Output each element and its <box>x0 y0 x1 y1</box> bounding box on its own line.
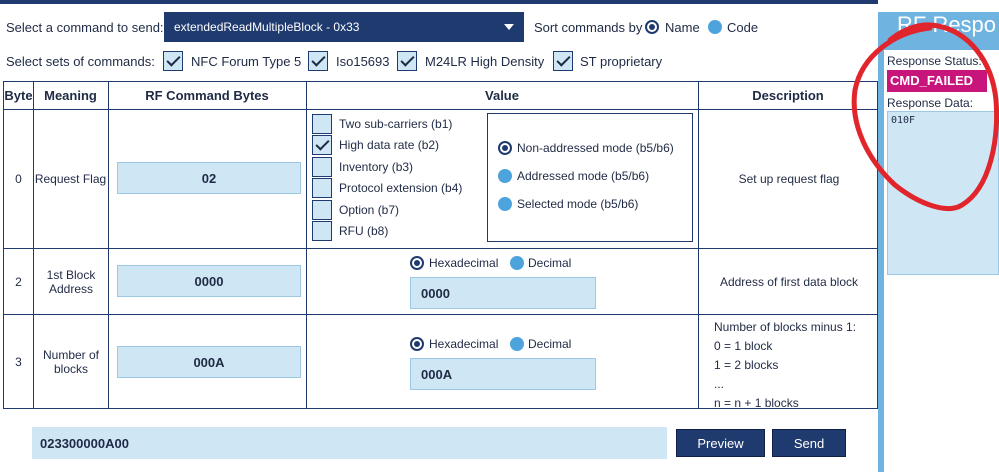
header-value: Value <box>485 88 519 103</box>
command-select[interactable]: extendedReadMultipleBlock - 0x33 <box>164 12 524 42</box>
row2-description-line: Number of blocks minus 1: <box>714 320 857 334</box>
row1-hex-label: Hexadecimal <box>429 256 499 270</box>
row2-description-line: n = n + 1 blocks <box>714 396 799 410</box>
set-iso15693-label: Iso15693 <box>336 54 390 69</box>
flag-two-subcarriers-label: Two sub-carriers (b1) <box>339 117 453 131</box>
row2-hex-label: Hexadecimal <box>429 337 499 351</box>
flag-inventory-checkbox[interactable] <box>312 157 332 177</box>
sort-code-label: Code <box>727 20 759 35</box>
header-rf-bytes: RF Command Bytes <box>145 88 269 103</box>
row1-value-field[interactable]: 0000 <box>410 277 596 309</box>
header-description: Description <box>752 88 824 103</box>
row2-byte: 3 <box>15 355 22 369</box>
row1-hex-radio[interactable] <box>410 256 424 270</box>
set-st-proprietary-label: ST proprietary <box>580 54 663 69</box>
row2-rf-bytes-field[interactable]: 000A <box>117 346 301 378</box>
addressing-mode-group <box>487 113 693 242</box>
flag-high-data-rate-label: High data rate (b2) <box>339 138 440 152</box>
table-divider <box>4 314 877 315</box>
mode-selected-label: Selected mode (b5/b6) <box>517 197 639 211</box>
set-nfc-forum-checkbox[interactable] <box>163 51 183 71</box>
sort-name-label: Name <box>665 20 700 35</box>
mode-addressed-label: Addressed mode (b5/b6) <box>517 169 650 183</box>
set-m24lr-label: M24LR High Density <box>425 54 545 69</box>
response-data-label: Response Data: <box>887 96 974 110</box>
flag-two-subcarriers-checkbox[interactable] <box>312 114 332 134</box>
top-accent-line <box>0 0 878 4</box>
mode-non-addressed-radio[interactable] <box>498 141 512 155</box>
set-nfc-forum-label: NFC Forum Type 5 <box>191 54 302 69</box>
row2-description: Number of blocks minus 1: 0 = 1 block 1 … <box>714 318 874 413</box>
sort-name-radio[interactable] <box>645 20 659 34</box>
row0-rf-bytes-field[interactable]: 02 <box>117 162 301 194</box>
row0-byte: 0 <box>15 172 22 186</box>
row0-meaning: Request Flag <box>34 172 107 186</box>
response-status-label: Response Status: <box>887 54 982 68</box>
row2-description-line: 0 = 1 block <box>714 339 773 353</box>
flag-rfu-checkbox[interactable] <box>312 221 332 241</box>
row2-value-field[interactable]: 000A <box>410 358 596 390</box>
sets-label: Select sets of commands: <box>6 54 155 69</box>
row2-decimal-label: Decimal <box>528 337 572 351</box>
table-divider <box>306 82 307 408</box>
row1-decimal-radio[interactable] <box>510 256 524 270</box>
flag-protocol-extension-label: Protocol extension (b4) <box>339 181 463 195</box>
flag-option-label: Option (b7) <box>339 203 400 217</box>
set-st-proprietary-checkbox[interactable] <box>553 51 573 71</box>
sort-code-radio[interactable] <box>708 20 722 34</box>
row2-decimal-radio[interactable] <box>510 337 524 351</box>
row0-description: Set up request flag <box>738 172 840 186</box>
response-data-field[interactable]: 010F <box>887 111 999 275</box>
chevron-down-icon <box>504 24 514 30</box>
flag-inventory-label: Inventory (b3) <box>339 160 414 174</box>
table-divider <box>4 248 877 249</box>
command-table: Byte Meaning RF Command Bytes Value Desc… <box>3 81 878 410</box>
response-panel-title: RF Respo <box>897 12 997 37</box>
preview-button[interactable]: Preview <box>676 429 765 457</box>
response-status-badge: CMD_FAILED <box>887 70 987 92</box>
send-button[interactable]: Send <box>772 429 846 457</box>
row1-byte: 2 <box>15 274 22 289</box>
table-divider <box>33 82 34 408</box>
mode-non-addressed-label: Non-addressed mode (b5/b6) <box>517 141 674 155</box>
flag-option-checkbox[interactable] <box>312 200 332 220</box>
table-divider <box>108 82 109 408</box>
flag-protocol-extension-checkbox[interactable] <box>312 178 332 198</box>
row1-rf-bytes-field[interactable]: 0000 <box>117 265 301 297</box>
flag-rfu-label: RFU (b8) <box>339 224 389 238</box>
mode-selected-radio[interactable] <box>498 197 512 211</box>
flag-high-data-rate-checkbox[interactable] <box>312 135 332 155</box>
row1-decimal-label: Decimal <box>528 256 572 270</box>
table-divider <box>698 82 699 408</box>
set-iso15693-checkbox[interactable] <box>308 51 328 71</box>
command-select-value: extendedReadMultipleBlock - 0x33 <box>174 20 360 34</box>
set-m24lr-checkbox[interactable] <box>397 51 417 71</box>
row1-meaning: 1st Block Address <box>46 267 96 296</box>
command-bytes-field[interactable]: 023300000A00 <box>32 427 667 459</box>
row2-hex-radio[interactable] <box>410 337 424 351</box>
mode-addressed-radio[interactable] <box>498 169 512 183</box>
select-command-label: Select a command to send: <box>6 20 164 35</box>
header-byte: Byte <box>4 88 33 103</box>
header-meaning: Meaning <box>44 88 97 103</box>
row2-meaning: Number of blocks <box>42 348 100 376</box>
sort-label: Sort commands by <box>534 20 643 35</box>
table-divider <box>4 109 877 110</box>
row2-description-line: ... <box>714 377 725 391</box>
row2-description-line: 1 = 2 blocks <box>714 358 779 372</box>
row1-description: Address of first data block <box>719 274 859 289</box>
